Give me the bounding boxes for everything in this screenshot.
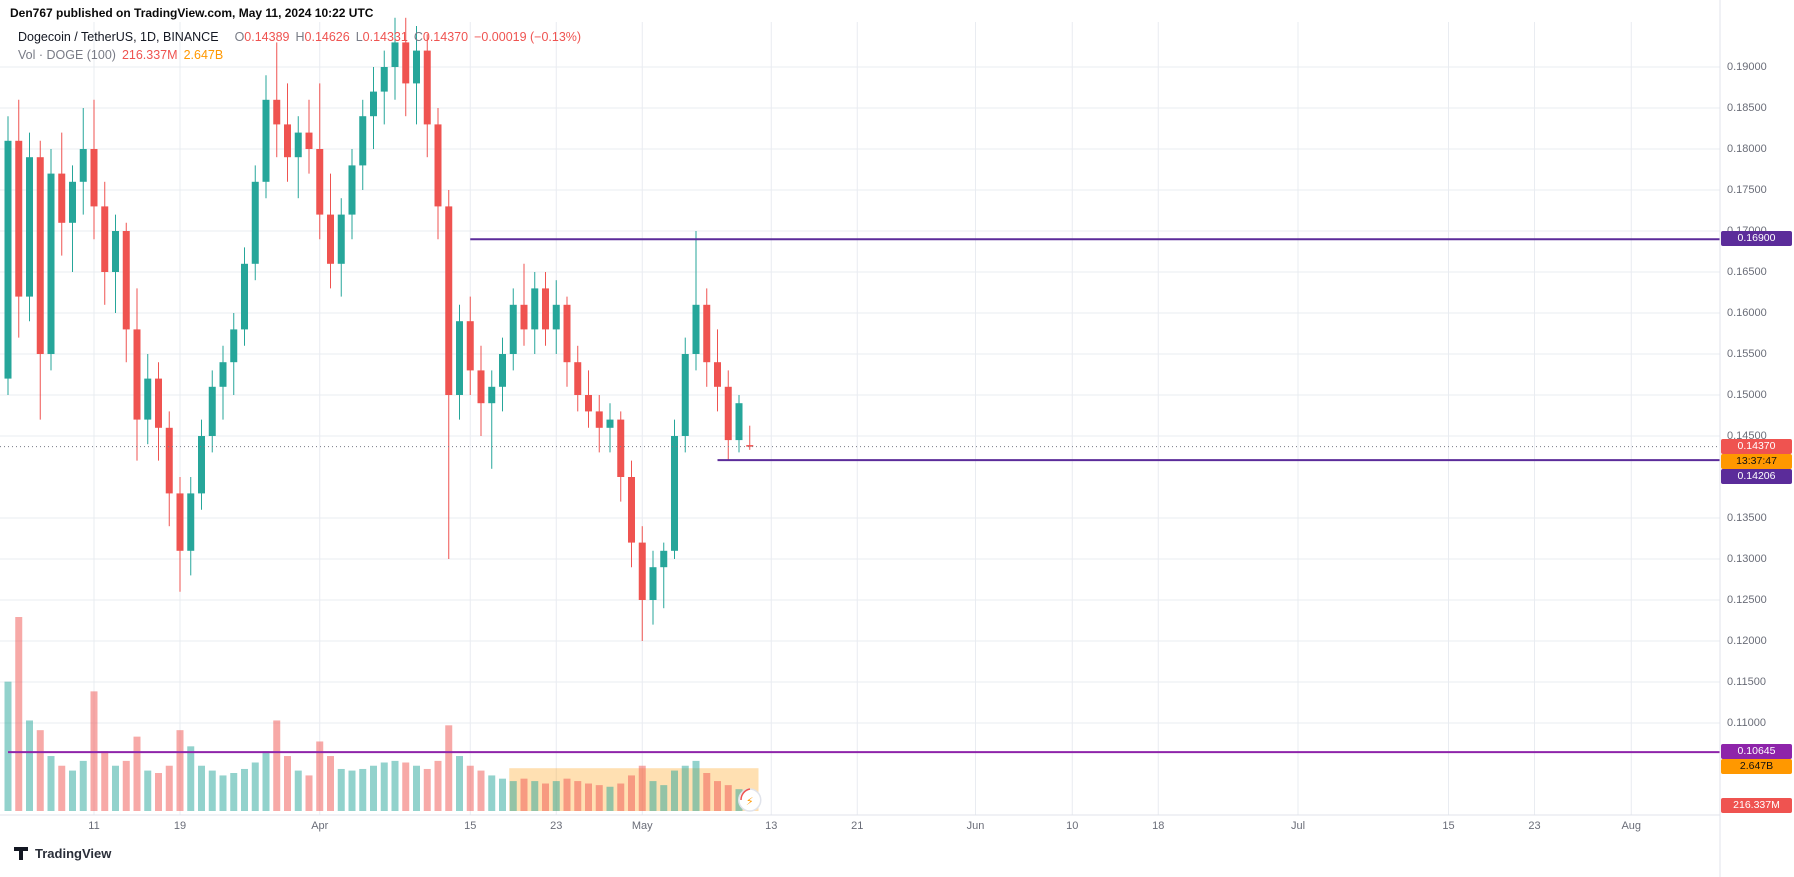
time-axis-label: Jun [966, 820, 985, 832]
price-axis-background[interactable] [1720, 0, 1794, 877]
time-axis-label: 18 [1152, 820, 1165, 832]
price-axis-label: 0.13500 [1727, 512, 1767, 524]
price-axis-label: 0.16500 [1727, 266, 1767, 278]
time-axis-label: Jul [1290, 820, 1306, 832]
price-axis-label: 0.19000 [1727, 61, 1767, 73]
price-axis-label: 0.18500 [1727, 102, 1767, 114]
volume-indicator-label[interactable]: Vol · DOGE (100) [18, 48, 116, 62]
price-axis-label: 0.15500 [1727, 348, 1767, 360]
tradingview-brand-text: TradingView [35, 846, 112, 861]
grid-lines [0, 22, 1720, 815]
tradingview-logo-icon [14, 847, 28, 860]
ohlc-close-value: 0.14370 [422, 30, 469, 44]
axis-badge-0.10645: 0.10645 [1721, 744, 1792, 759]
candles [4, 17, 754, 641]
change-value: −0.00019 (−0.13%) [474, 30, 582, 44]
axis-badge-0.14206: 0.14206 [1721, 469, 1792, 484]
time-axis-label: 23 [550, 820, 563, 832]
legend-symbol-row: Dogecoin / TetherUS, 1D, BINANCE O0.14389… [18, 28, 581, 46]
axis-badge-0.16900: 0.16900 [1721, 231, 1792, 246]
price-axis-label: 0.12000 [1727, 635, 1767, 647]
ohlc-high-value: 0.14626 [304, 30, 350, 44]
time-axis-label: 15 [464, 820, 477, 832]
time-axis-label: 11 [88, 820, 100, 832]
ohlc-high-label: H [295, 30, 305, 44]
time-axis-label: Aug [1621, 820, 1642, 832]
chart-legend: Dogecoin / TetherUS, 1D, BINANCE O0.14389… [18, 28, 581, 64]
axis-badge-216.337M: 216.337M [1721, 798, 1792, 813]
time-axis-label: 19 [173, 820, 187, 832]
price-axis-label: 0.18000 [1727, 143, 1767, 155]
price-axis-label: 0.17500 [1727, 184, 1767, 196]
time-axis-label: May [631, 820, 653, 832]
volume-bars [4, 617, 754, 811]
ohlc-open-label: O [234, 30, 245, 44]
price-axis-label: 0.16000 [1727, 307, 1767, 319]
time-axis-label: Apr [311, 820, 329, 832]
publish-attribution: Den767 published on TradingView.com, May… [10, 6, 374, 20]
time-axis-label: 13 [765, 820, 778, 832]
lightning-marker-icon[interactable]: ⚡ [738, 788, 762, 812]
price-axis-label: 0.15000 [1727, 389, 1767, 401]
time-axis-label: 23 [1528, 820, 1541, 832]
price-axis-label: 0.12500 [1727, 594, 1767, 606]
svg-text:⚡: ⚡ [746, 795, 754, 808]
time-axis-label: 15 [1442, 820, 1455, 832]
price-axis-label: 0.11500 [1727, 676, 1766, 688]
volume-ma-value: 2.647B [183, 48, 224, 62]
time-axis-label: 21 [851, 820, 864, 832]
ohlc-low-value: 0.14331 [362, 30, 408, 44]
volume-current-value: 216.337M [121, 48, 178, 62]
tradingview-attribution-link[interactable]: TradingView [14, 846, 111, 861]
ohlc-close-label: C [413, 30, 423, 44]
time-axis-label: 10 [1066, 820, 1079, 832]
price-axis-label: 0.11000 [1727, 717, 1766, 729]
ohlc-open-value: 0.14389 [244, 30, 290, 44]
legend-volume-row: Vol · DOGE (100) 216.337M 2.647B [18, 46, 581, 64]
ohlc-low-label: L [355, 30, 363, 44]
axis-badge-2.647B: 2.647B [1721, 759, 1792, 774]
axis-badge-13:37:47: 13:37:47 [1721, 454, 1792, 469]
price-axis-label: 0.13000 [1727, 553, 1767, 565]
axis-badge-0.14370: 0.14370 [1721, 439, 1792, 454]
symbol-title[interactable]: Dogecoin / TetherUS, 1D, BINANCE [18, 30, 219, 44]
